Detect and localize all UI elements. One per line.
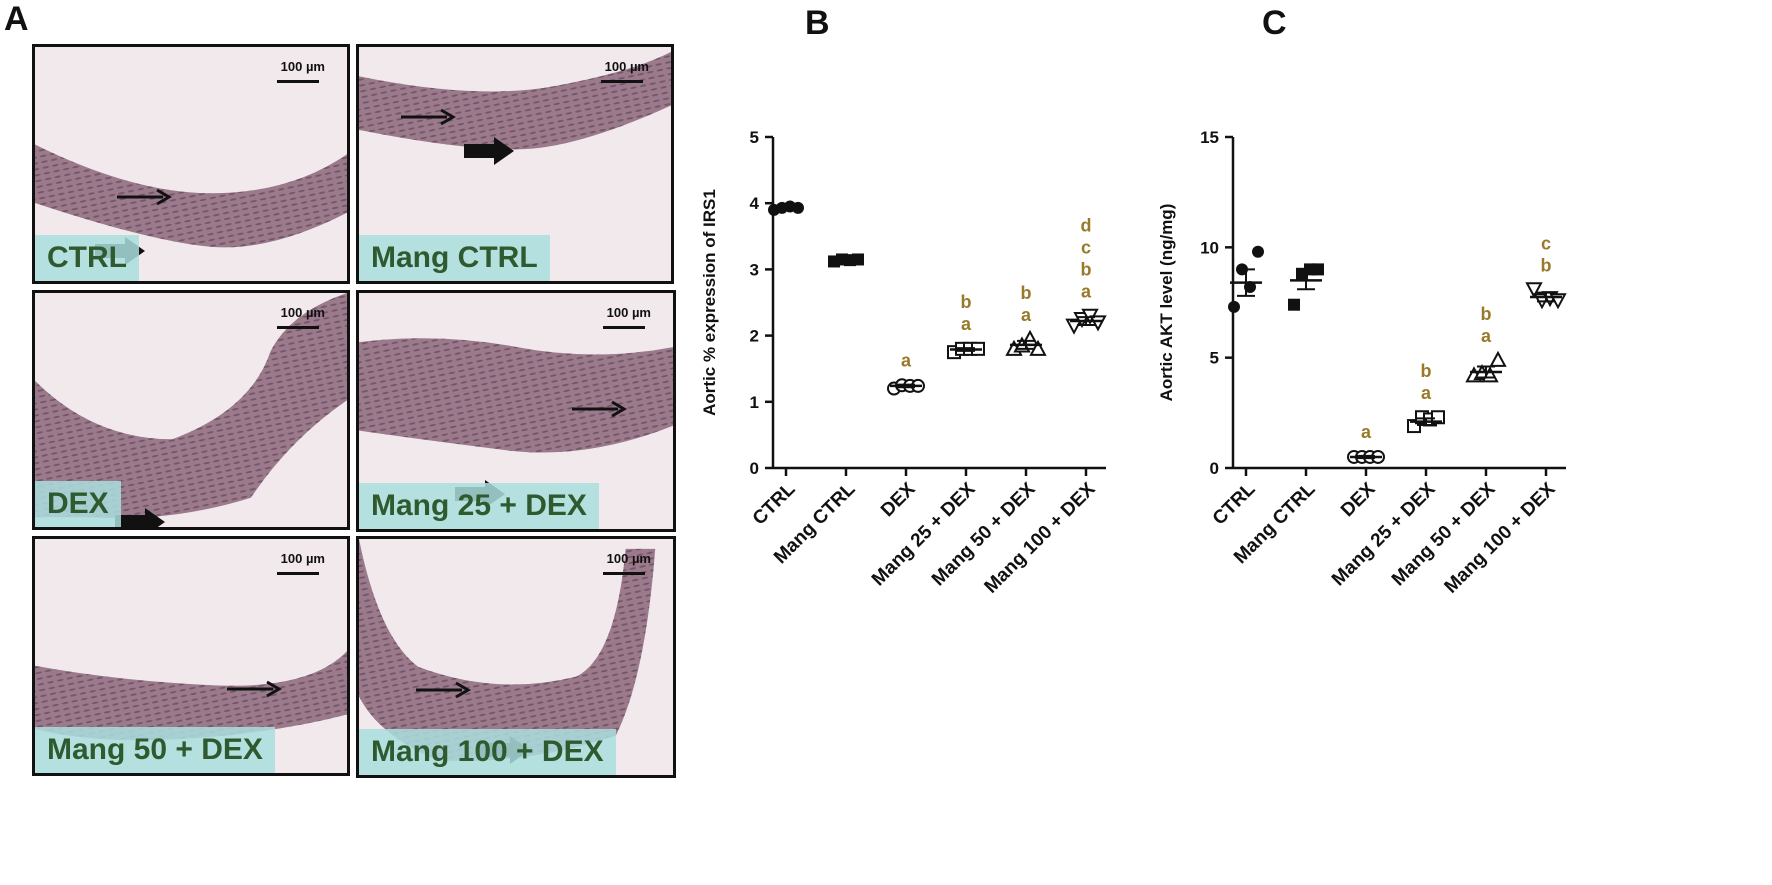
significance-letter: b [1541, 255, 1552, 275]
x-tick-label: DEX [1337, 478, 1380, 521]
scale-bar-label: 100 µm [604, 59, 649, 74]
significance-letter: a [1361, 422, 1372, 442]
scale-bar [603, 572, 645, 575]
significance-letter: b [1421, 361, 1432, 381]
micrograph-4: 100 µm Mang 25 + DEX [356, 290, 676, 532]
thick-arrow-icon [464, 137, 514, 165]
scale-bar [277, 572, 319, 575]
micrograph-3: 100 µm DEX [32, 290, 350, 530]
data-point [1288, 298, 1300, 311]
y-tick-label: 0 [750, 459, 759, 478]
y-tick-label: 0 [1210, 459, 1219, 478]
scale-bar-label: 100 µm [606, 551, 651, 566]
micrograph-1: 100 µm CTRL [32, 44, 350, 284]
x-tick-label: Mang 25 + DEX [1328, 478, 1440, 590]
data-point [1312, 263, 1324, 276]
micrograph-2: 100 µm Mang CTRL [356, 44, 674, 284]
data-point [1252, 245, 1264, 258]
x-tick-label: Mang 50 + DEX [1388, 478, 1500, 590]
data-point [1525, 282, 1543, 299]
scale-bar [277, 326, 319, 329]
micrograph-label: DEX [35, 481, 121, 527]
significance-letter: b [961, 292, 972, 312]
scale-bar-label: 100 µm [280, 305, 325, 320]
scale-bar [277, 80, 319, 83]
y-tick-label: 1 [750, 393, 759, 412]
aorta-tissue-image [35, 144, 347, 248]
thin-arrow-icon [572, 400, 628, 418]
panel-letter-c: C [1262, 4, 1287, 42]
data-point [1228, 300, 1240, 313]
scale-bar-label: 100 µm [280, 59, 325, 74]
scale-bar [603, 326, 645, 329]
scale-bar-label: 100 µm [280, 551, 325, 566]
thin-arrow-icon [227, 680, 282, 698]
thin-arrow-icon [117, 188, 172, 206]
aorta-tissue-image [359, 539, 656, 761]
y-tick-label: 15 [1200, 128, 1219, 147]
significance-letter: a [1481, 326, 1492, 346]
micrograph-label: CTRL [35, 235, 139, 281]
group-1 [768, 200, 804, 216]
significance-letter: d [1081, 216, 1092, 236]
panel-letter-a: A [4, 0, 29, 38]
x-tick-label: Mang 100 + DEX [1441, 478, 1560, 597]
y-tick-label: 2 [750, 327, 759, 346]
y-tick-label: 10 [1200, 238, 1219, 257]
significance-letter: c [1081, 238, 1091, 258]
significance-letter: c [1541, 233, 1551, 253]
micrograph-5: 100 µm Mang 50 + DEX [32, 536, 350, 776]
micrograph-label: Mang CTRL [359, 235, 550, 281]
micrograph-label: Mang 25 + DEX [359, 483, 599, 529]
panel-letter-b: B [805, 4, 830, 42]
significance-letter: b [1481, 304, 1492, 324]
y-tick-label: 4 [750, 194, 760, 213]
significance-letter: a [1081, 282, 1092, 302]
micrograph-label: Mang 50 + DEX [35, 727, 275, 773]
aorta-tissue-image [359, 51, 671, 150]
y-tick-label: 3 [750, 260, 759, 279]
significance-letter: a [1421, 383, 1432, 403]
significance-letter: a [1021, 305, 1032, 325]
micrograph-label: Mang 100 + DEX [359, 729, 616, 775]
significance-letter: b [1081, 260, 1092, 280]
data-point [1431, 410, 1445, 425]
data-point [1089, 315, 1107, 332]
x-tick-label: CTRL [1209, 478, 1260, 529]
y-tick-label: 5 [750, 128, 759, 147]
micrograph-6: 100 µm Mang 100 + DEX [356, 536, 676, 778]
thin-arrow-icon [401, 108, 456, 126]
y-tick-label: 5 [1210, 349, 1219, 368]
y-axis-title: Aortic % expression of IRS1 [700, 189, 719, 416]
y-axis-title: Aortic AKT level (ng/mg) [1157, 204, 1176, 402]
thin-arrow-icon [416, 681, 472, 699]
group-4 [1407, 410, 1445, 434]
aorta-tissue-image [359, 338, 673, 453]
significance-letter: b [1021, 283, 1032, 303]
scale-bar [601, 80, 643, 83]
data-point [1489, 350, 1507, 367]
data-point [1065, 318, 1083, 335]
aorta-tissue-image [35, 651, 347, 741]
aorta-tissue-image [35, 293, 347, 519]
significance-letter: a [901, 351, 912, 371]
scale-bar-label: 100 µm [606, 305, 651, 320]
significance-letter: a [961, 314, 972, 334]
group-3 [1347, 449, 1385, 464]
thick-arrow-icon [115, 508, 165, 527]
